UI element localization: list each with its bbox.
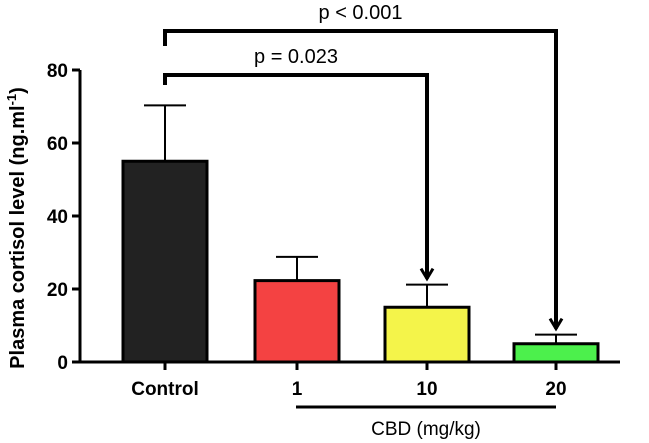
group-label: CBD (mg/kg) — [371, 419, 481, 440]
significance-bracket — [163, 73, 429, 279]
y-axis-title-superscript: -1 — [4, 94, 19, 106]
significance-bracket — [163, 29, 558, 329]
y-axis-title-main: Plasma cortisol level (ng.ml — [7, 105, 29, 368]
category-label: Control — [131, 379, 199, 400]
category-label: 1 — [292, 379, 303, 400]
significance-label: p = 0.023 — [254, 46, 338, 68]
y-axis-title: Plasma cortisol level (ng.ml-1) — [4, 87, 29, 369]
bar — [512, 342, 600, 364]
significance-arrowhead — [419, 267, 435, 282]
y-tick-label: 60 — [47, 134, 68, 155]
bar — [121, 159, 209, 364]
bar — [383, 305, 471, 364]
y-axis-title-close: ) — [7, 87, 29, 94]
significance-label: p < 0.001 — [319, 2, 403, 24]
category-label: 20 — [545, 379, 566, 400]
y-tick-label: 20 — [47, 280, 68, 301]
y-tick-label: 80 — [47, 61, 68, 82]
y-tick-label: 40 — [47, 207, 68, 228]
bar — [253, 279, 341, 364]
y-tick-label: 0 — [57, 353, 68, 374]
significance-arrowhead — [548, 317, 564, 332]
category-label: 10 — [416, 379, 437, 400]
